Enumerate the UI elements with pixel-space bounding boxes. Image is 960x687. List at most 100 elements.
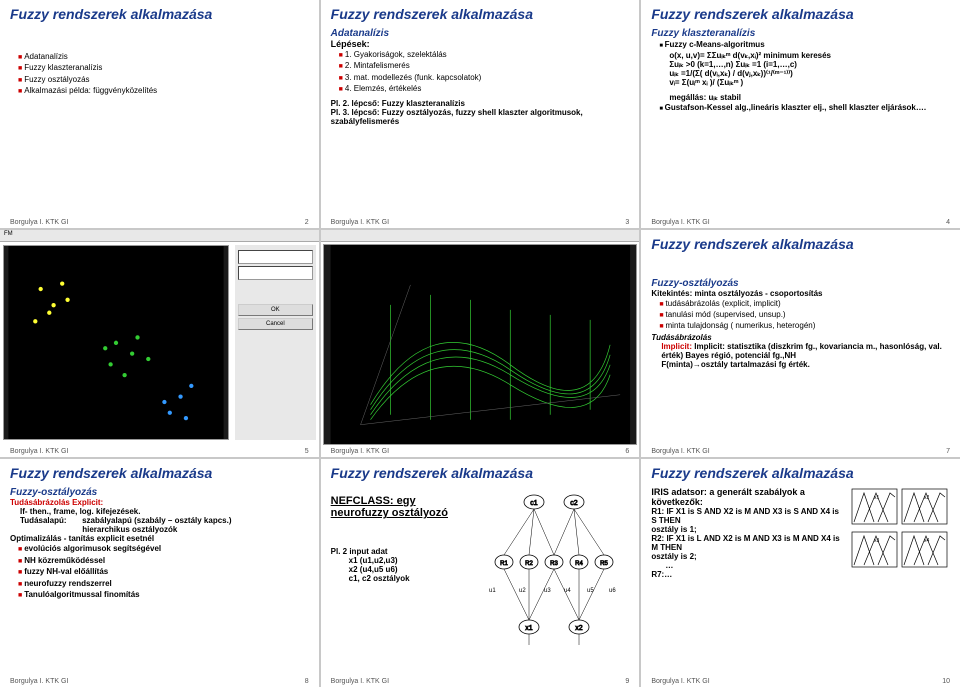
text: Tudásalapú: szabályalapú (szabály – oszt…: [20, 516, 309, 525]
button[interactable]: OK: [238, 304, 313, 316]
text: x1 (u1,u2,u3): [349, 556, 472, 565]
svg-text:x3: x3: [874, 538, 880, 544]
svg-text:x1: x1: [526, 625, 534, 632]
svg-text:c1: c1: [531, 500, 539, 507]
slide-3: Fuzzy rendszerek alkalmazása Fuzzy klasz…: [641, 0, 960, 228]
slide-4: FM OK Cancel Borgulya I. KTK GI 5: [0, 230, 319, 458]
page-num: 2: [305, 219, 309, 226]
rule: R1: IF X1 is S AND X2 is M AND X3 is S A…: [651, 507, 844, 525]
window-titlebar: [321, 230, 640, 242]
section-header: Fuzzy-osztályozás: [651, 278, 950, 289]
svg-text:x4: x4: [924, 538, 930, 544]
text: Tudásábrázolás Explicit:: [10, 498, 309, 507]
slide-1: Fuzzy rendszerek alkalmazása Adatanalízi…: [0, 0, 319, 228]
footer: Borgulya I. KTK GI: [10, 448, 68, 455]
rule: R2: IF X1 is L AND X2 is M AND X3 is M A…: [651, 534, 844, 552]
list-item: minta tulajdonság ( numerikus, heterogén…: [659, 321, 950, 331]
page-num: 4: [946, 219, 950, 226]
page-num: 5: [305, 448, 309, 455]
dropdown[interactable]: [238, 250, 313, 264]
svg-text:R5: R5: [600, 561, 608, 567]
svg-text:R4: R4: [575, 561, 583, 567]
button[interactable]: Cancel: [238, 318, 313, 330]
text: x2 (u4,u5 u6): [349, 565, 472, 574]
page-num: 7: [946, 448, 950, 455]
footer: Borgulya I. KTK GI: [331, 678, 389, 685]
list-item: evolúciós algorimusok segítségével: [18, 544, 309, 554]
footer: Borgulya I. KTK GI: [651, 448, 709, 455]
svg-text:R2: R2: [525, 561, 533, 567]
svg-text:R1: R1: [500, 561, 508, 567]
svg-text:x2: x2: [924, 495, 930, 501]
text: Tudásábrázolás: [651, 333, 950, 342]
list-item: Gustafson-Kessel alg.,lineáris klaszter …: [659, 103, 950, 113]
slide-title: Fuzzy rendszerek alkalmazása: [651, 6, 950, 22]
page-num: 6: [625, 448, 629, 455]
text: IRIS adatsor: a generált szabályok a köv…: [651, 487, 844, 507]
svg-text:u3: u3: [544, 588, 551, 594]
text: …: [665, 561, 844, 570]
formula: uᵢₖ =1/(Σ( d(vᵢ,xₖ) / d(vⱼ,xₖ))⁽¹/⁽ᵐ⁻¹⁾⁾…: [669, 69, 950, 78]
list-item: fuzzy NH-val előállítás: [18, 567, 309, 577]
svg-text:c2: c2: [571, 500, 579, 507]
footer: Borgulya I. KTK GI: [651, 678, 709, 685]
text: If- then., frame, log. kifejezések.: [20, 507, 309, 516]
svg-text:u2: u2: [519, 588, 526, 594]
text: c1, c2 osztályok: [349, 574, 472, 583]
section-header: NEFCLASS: egy neurofuzzy osztályozó: [331, 495, 472, 519]
svg-text:u1: u1: [489, 588, 496, 594]
slide-title: Fuzzy rendszerek alkalmazása: [331, 6, 630, 22]
svg-text:u5: u5: [587, 588, 594, 594]
control-panel: OK Cancel: [235, 245, 316, 441]
slide-2: Fuzzy rendszerek alkalmazása Adatanalízi…: [321, 0, 640, 228]
text: Pl. 2 input adat: [331, 547, 472, 556]
text: Optimalizálás - tanítás explicit esetnél: [10, 534, 309, 543]
list-item: 3. mat. modellezés (funk. kapcsolatok): [339, 73, 630, 83]
text: Implicit: statisztika (diszkrim fg., kov…: [661, 342, 942, 360]
rule: osztály is 1;: [651, 525, 844, 534]
formula: Σuᵢₖ >0 (k=1,…,n) Σuᵢₖ =1 (i=1,…,c): [669, 60, 950, 69]
formula: vᵢ= Σ(uᵢᵐ xᵢ )/ (Σuᵢₖᵐ ): [669, 78, 950, 87]
text: megállás: uᵢₖ stabil: [669, 93, 950, 102]
section-header: Adatanalízis: [331, 28, 630, 39]
slide-title: Fuzzy rendszerek alkalmazása: [651, 236, 950, 252]
dropdown[interactable]: [238, 266, 313, 280]
surface-plot: [323, 244, 638, 446]
page-num: 8: [305, 678, 309, 685]
section-header: Fuzzy klaszteranalízis: [651, 28, 950, 39]
rule: osztály is 2;: [651, 552, 844, 561]
list-item: 2. Mintafelismerés: [339, 61, 630, 71]
footer: Borgulya I. KTK GI: [10, 219, 68, 226]
rule: R7:…: [651, 570, 844, 579]
list-item: Fuzzy osztályozás: [18, 75, 309, 85]
formula: o(x, u,v)= ΣΣuᵢₖᵐ d(vₖ,xᵢ)² minimum kere…: [669, 51, 950, 60]
list-item: Tanulóalgoritmussal finomítás: [18, 590, 309, 600]
footer: Borgulya I. KTK GI: [651, 219, 709, 226]
slide-title: Fuzzy rendszerek alkalmazása: [10, 465, 309, 481]
text: Pl. 3. lépcső: Fuzzy osztályozás, fuzzy …: [331, 108, 630, 126]
slide-8: Fuzzy rendszerek alkalmazása NEFCLASS: e…: [321, 459, 640, 687]
slide-title: Fuzzy rendszerek alkalmazása: [331, 465, 630, 481]
page-num: 3: [625, 219, 629, 226]
slide-5: Borgulya I. KTK GI 6: [321, 230, 640, 458]
list-item: Alkalmazási példa: függvényközelítés: [18, 86, 309, 96]
svg-text:x1: x1: [874, 495, 880, 501]
svg-text:u4: u4: [564, 588, 571, 594]
text: hierarchikus osztályozók: [20, 525, 309, 534]
list-item: NH közreműködéssel: [18, 556, 309, 566]
page-num: 10: [942, 678, 950, 685]
slide-9: Fuzzy rendszerek alkalmazása IRIS adatso…: [641, 459, 960, 687]
text: F(minta)→osztály tartalmazási fg érték.: [661, 360, 950, 369]
list-item: Fuzzy c-Means-algoritmus: [659, 40, 950, 50]
list-item: 1. Gyakoriságok, szelektálás: [339, 50, 630, 60]
footer: Borgulya I. KTK GI: [331, 219, 389, 226]
slide-title: Fuzzy rendszerek alkalmazása: [10, 6, 309, 22]
list-item: Fuzzy klaszteranalízis: [18, 63, 309, 73]
list-item: tanulási mód (supervised, unsup.): [659, 310, 950, 320]
list-item: Adatanalízis: [18, 52, 309, 62]
svg-text:x2: x2: [576, 625, 584, 632]
network-diagram: c1 c2 R1 R2 R3 R4 R5 x1 x2: [479, 487, 629, 647]
list-item: tudásábrázolás (explicit, implicit): [659, 299, 950, 309]
text: Kitekintés: minta osztályozás - csoporto…: [651, 289, 950, 298]
scatter-plot: [3, 245, 229, 441]
